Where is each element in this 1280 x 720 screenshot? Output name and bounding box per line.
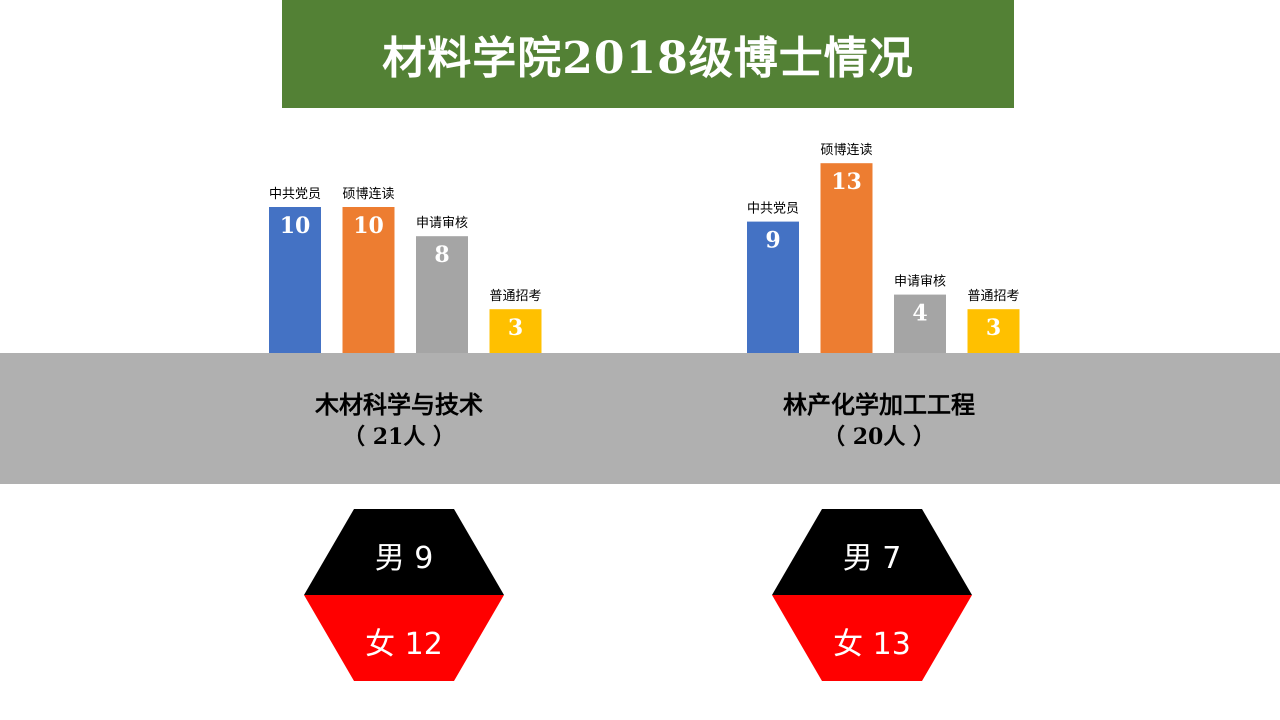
major-1-name: 木材科学与技术 (315, 390, 483, 419)
male-segment (304, 509, 504, 595)
major-1-count: （ 21人 ） (343, 424, 455, 450)
bar-2-3 (894, 294, 946, 353)
female-segment (772, 595, 972, 681)
bar-value-label: 3 (986, 315, 1001, 341)
bar-value-label: 13 (831, 169, 862, 195)
female-count-1: 女 12 (365, 627, 443, 662)
bar-value-label: 9 (765, 228, 780, 254)
male-count-2: 男 7 (842, 541, 902, 576)
bar-2-2 (820, 163, 873, 353)
major-band (0, 353, 1280, 484)
male-segment (772, 509, 972, 595)
title-banner: 材料学院2018级博士情况 (282, 0, 1014, 108)
bar-value-label: 8 (434, 242, 449, 268)
major-2-count: （ 20人 ） (823, 424, 935, 450)
gender-hexagon-1: 男 9 女 12 (304, 509, 504, 681)
bar-value-label: 3 (508, 315, 523, 341)
bar-category-label: 硕博连读 (820, 142, 872, 158)
bar-category-label: 普通招考 (489, 289, 541, 304)
bar-category-label: 申请审核 (894, 275, 946, 290)
page-title: 材料学院2018级博士情况 (382, 33, 914, 84)
bar-category-label: 申请审核 (416, 216, 468, 231)
female-count-2: 女 13 (833, 627, 911, 662)
bar-value-label: 10 (280, 213, 311, 239)
gender-hexagon-2: 男 7 女 13 (772, 509, 972, 681)
male-count-1: 男 9 (374, 541, 434, 576)
bar-1-3 (416, 236, 468, 353)
bar-value-label: 4 (912, 301, 927, 327)
major-1-label: 木材科学与技术 （ 21人 ） (219, 388, 579, 452)
female-segment (304, 595, 504, 681)
bar-category-label: 中共党员 (269, 187, 321, 202)
bar-category-label: 中共党员 (747, 202, 799, 217)
bar-value-label: 10 (353, 213, 384, 239)
bar-charts: 10 中共党员 10 硕博连读 8 申请审核 3 普通招考 9 中共党员 13 硕博连读 4 申请审核 3 普… (269, 142, 1020, 353)
major-2-label: 林产化学加工工程 （ 20人 ） (699, 388, 1059, 452)
bar-1-2 (342, 207, 395, 353)
bar-category-label: 普通招考 (967, 289, 1019, 304)
major-2-name: 林产化学加工工程 (783, 390, 975, 419)
bar-1-4 (489, 309, 542, 353)
bar-1-1 (269, 207, 321, 353)
bar-category-label: 硕博连读 (342, 186, 394, 202)
bar-2-1 (747, 221, 799, 353)
bar-2-4 (967, 309, 1020, 353)
